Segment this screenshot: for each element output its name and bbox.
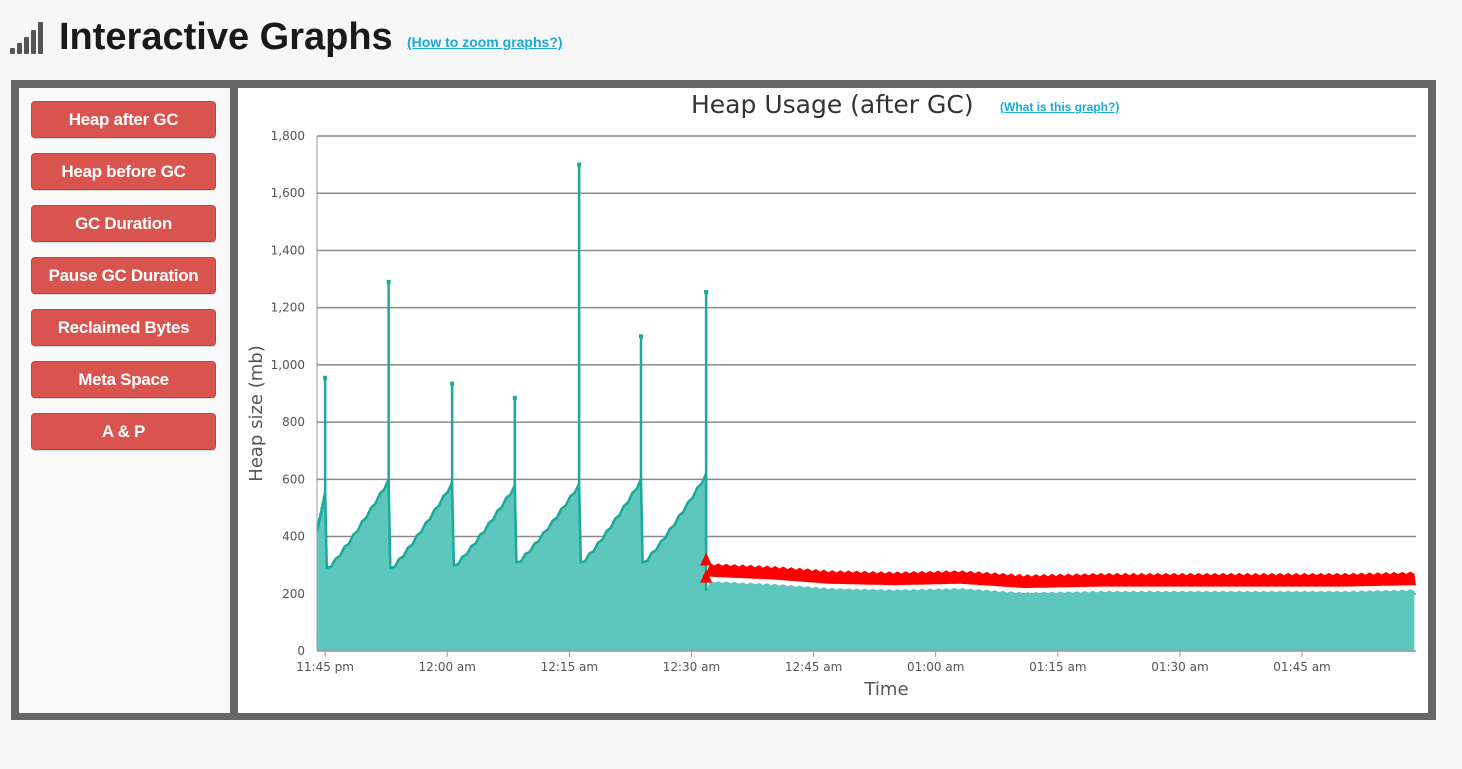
gc-duration-button[interactable]: GC Duration: [31, 205, 216, 242]
spike-point: [512, 395, 517, 400]
heap-before-gc-button[interactable]: Heap before GC: [31, 153, 216, 190]
x-tick-label: 01:15 am: [1029, 660, 1086, 674]
graph-help-link[interactable]: (What is this graph?): [1000, 100, 1120, 114]
page-title: Interactive Graphs: [59, 16, 393, 58]
x-tick-label: 01:00 am: [907, 660, 964, 674]
spike-point: [639, 334, 644, 339]
x-tick-label: 01:45 am: [1273, 660, 1330, 674]
meta-space-button[interactable]: Meta Space: [31, 361, 216, 398]
spike-point: [450, 381, 455, 386]
x-axis-title: Time: [863, 679, 908, 700]
heap-series-line: [315, 473, 708, 591]
graph-selector-sidebar: Heap after GC Heap before GC GC Duration…: [19, 88, 230, 713]
a-and-p-button[interactable]: A & P: [31, 413, 216, 450]
heap-after-gc-button[interactable]: Heap after GC: [31, 101, 216, 138]
y-tick-label: 1,800: [271, 129, 305, 143]
gc-marker-triangle: [700, 569, 713, 583]
y-tick-label: 0: [297, 644, 305, 658]
y-tick-label: 1,600: [271, 186, 305, 200]
x-tick-label: 11:45 pm: [296, 660, 354, 674]
x-tick-label: 01:30 am: [1151, 660, 1208, 674]
y-tick-label: 1,000: [271, 358, 305, 372]
x-tick-label: 12:15 am: [541, 660, 598, 674]
chart-container[interactable]: 0 200 400 600 800 1,000 1,200 1,400 1,600 1,800 11…: [238, 88, 1428, 713]
gc-marker-triangle: [700, 552, 713, 566]
y-axis-title: Heap size (mb): [246, 345, 267, 481]
y-tick-label: 1,200: [271, 301, 305, 315]
spike-point: [704, 289, 709, 294]
y-tick-label: 800: [282, 415, 305, 429]
pause-gc-duration-button[interactable]: Pause GC Duration: [31, 257, 216, 294]
spike-point: [323, 375, 328, 380]
zoom-help-link[interactable]: (How to zoom graphs?): [407, 34, 563, 50]
y-tick-label: 400: [282, 530, 305, 544]
graphs-panel: Heap after GC Heap before GC GC Duration…: [11, 80, 1436, 720]
gc-marker-band: [706, 563, 1416, 589]
spike-point: [386, 279, 391, 284]
reclaimed-bytes-button[interactable]: Reclaimed Bytes: [31, 309, 216, 346]
chart-title: Heap Usage (after GC): [691, 90, 974, 119]
x-tick-label: 12:30 am: [663, 660, 720, 674]
y-tick-label: 1,400: [271, 243, 305, 257]
heap-usage-chart[interactable]: 0 200 400 600 800 1,000 1,200 1,400 1,600 1,800 11…: [238, 88, 1428, 713]
x-tick-label: 12:00 am: [419, 660, 476, 674]
y-tick-label: 600: [282, 472, 305, 486]
heap-area-fill: [317, 473, 1415, 651]
spike-point: [577, 162, 582, 167]
signal-bars-icon: [10, 20, 50, 54]
x-tick-label: 12:45 am: [785, 660, 842, 674]
y-tick-label: 200: [282, 587, 305, 601]
page-header: Interactive Graphs (How to zoom graphs?): [10, 14, 1450, 60]
